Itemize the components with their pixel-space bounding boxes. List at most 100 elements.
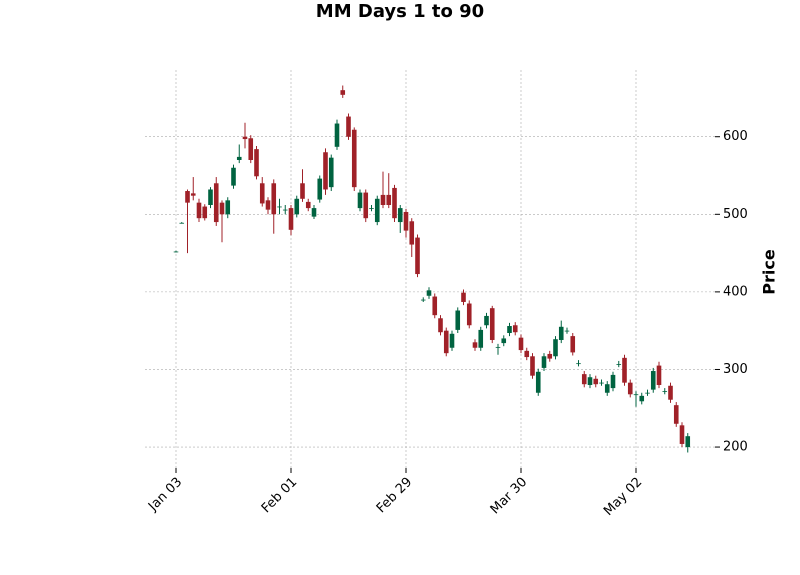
candle-body [558, 326, 564, 340]
candle-body [334, 123, 340, 147]
candle-body [616, 364, 622, 365]
candle-body [346, 116, 351, 137]
candle-body [208, 189, 213, 205]
candle-body [553, 339, 558, 357]
candle-body [512, 325, 518, 333]
candle-body [593, 378, 599, 385]
candle-body [495, 346, 501, 348]
candle-body [202, 206, 208, 219]
candle-body [294, 198, 300, 215]
candle-body [415, 237, 420, 275]
candle-body [380, 194, 386, 205]
candle-body [173, 251, 179, 253]
candle-body [231, 167, 236, 186]
candle-body [501, 338, 507, 344]
y-tick-label: 500 [723, 207, 748, 222]
candle-body [668, 385, 673, 400]
candle-body [679, 425, 685, 444]
candle-body [219, 202, 225, 215]
candle-body [541, 356, 547, 368]
candle-body [581, 374, 587, 385]
candle-body [179, 222, 185, 224]
candle-body [351, 129, 357, 188]
candle-body [386, 194, 392, 205]
candle-body [277, 206, 282, 208]
candle-body [662, 391, 668, 392]
candle-body [392, 187, 397, 219]
candle-body [340, 90, 346, 95]
candle-body [185, 191, 190, 203]
x-tick-label: Jan 03 [145, 475, 185, 515]
candle-body [403, 211, 409, 231]
candle-body [461, 292, 466, 302]
candle-body [300, 183, 305, 199]
candle-body [311, 208, 317, 217]
candle-body [685, 436, 691, 448]
candle-body [466, 303, 472, 326]
candle-body [604, 384, 610, 393]
candle-body [374, 198, 380, 223]
y-tick-label: 200 [723, 440, 748, 455]
candle-body [478, 329, 484, 348]
candle-body [524, 350, 530, 358]
candle-body [530, 356, 535, 376]
candle-body [489, 308, 495, 340]
candle-body [357, 192, 363, 209]
candle-body [576, 363, 581, 365]
chart-title: MM Days 1 to 90 [316, 1, 484, 22]
candle-body [564, 330, 570, 332]
candle-body [254, 149, 259, 177]
candle-body [328, 157, 334, 188]
candle-body [438, 318, 443, 333]
candle-body [639, 395, 645, 402]
candle-body [236, 156, 242, 160]
candle-body [633, 394, 639, 396]
candle-body [673, 405, 679, 424]
y-tick-label: 600 [723, 129, 748, 144]
candle-body [288, 208, 294, 230]
candle-body [265, 200, 271, 210]
candle-body [259, 183, 265, 204]
candle-body [518, 337, 524, 351]
candle-body [547, 353, 553, 359]
candle-body [282, 209, 288, 211]
candle-body [409, 221, 415, 245]
candle-body [507, 326, 512, 334]
candle-body [645, 392, 650, 394]
candle-body [426, 290, 432, 296]
candle-body [570, 336, 576, 353]
y-axis-label: Price [760, 249, 779, 295]
y-tick-label: 300 [723, 362, 748, 377]
candle-body [443, 330, 449, 354]
candle-body [627, 382, 633, 395]
candle-body [610, 374, 616, 389]
candle-body [242, 136, 248, 140]
x-tick-label: Feb 29 [374, 475, 416, 517]
candle-body [535, 371, 541, 393]
candle-body [305, 201, 311, 209]
candle-body [449, 333, 455, 348]
candle-body [369, 208, 374, 209]
candle-body [317, 178, 323, 200]
candle-body [484, 315, 489, 326]
x-tick-label: Mar 30 [488, 475, 531, 518]
candle-body [225, 200, 231, 215]
candle-body [196, 202, 202, 219]
candle-body [472, 342, 478, 348]
candle-body [420, 299, 426, 301]
candle-body [323, 152, 328, 190]
candle-body [213, 183, 219, 223]
y-tick-label: 400 [723, 284, 748, 299]
candle-body [397, 208, 403, 223]
x-tick-label: May 02 [601, 475, 645, 519]
candle-body [455, 310, 461, 330]
candle-body [587, 377, 593, 385]
x-tick-label: Feb 01 [259, 475, 301, 517]
candle-body [432, 296, 438, 316]
candle-body [622, 357, 627, 383]
candle-body [190, 193, 196, 196]
candle-body [271, 183, 277, 215]
candle-body [248, 138, 254, 160]
candle-body [656, 365, 662, 385]
